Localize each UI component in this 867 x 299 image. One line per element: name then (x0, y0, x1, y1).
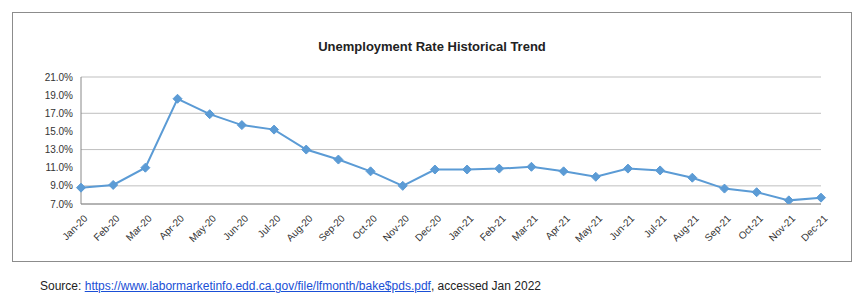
svg-text:19.0%: 19.0% (45, 90, 73, 101)
svg-text:Sep-20: Sep-20 (316, 212, 347, 243)
svg-text:Aug-20: Aug-20 (284, 212, 315, 243)
svg-text:Sep-21: Sep-21 (702, 212, 733, 243)
svg-text:17.0%: 17.0% (45, 108, 73, 119)
svg-text:Nov-21: Nov-21 (767, 212, 798, 243)
svg-text:Nov-20: Nov-20 (381, 212, 412, 243)
svg-text:11.0%: 11.0% (45, 162, 73, 173)
svg-text:Jul-21: Jul-21 (642, 212, 669, 239)
svg-text:Mar-20: Mar-20 (124, 212, 154, 242)
svg-text:Oct-20: Oct-20 (350, 212, 379, 241)
svg-text:Feb-20: Feb-20 (91, 212, 121, 242)
svg-text:Apr-21: Apr-21 (543, 212, 572, 241)
svg-text:Oct-21: Oct-21 (736, 212, 765, 241)
svg-text:21.0%: 21.0% (45, 72, 73, 83)
html-text:Unemployment Rate Historical T: Unemployment Rate Historical Trend (318, 39, 546, 54)
svg-text:Aug-21: Aug-21 (670, 212, 701, 243)
svg-text:Jan-20: Jan-20 (60, 212, 90, 242)
svg-text:Dec-21: Dec-21 (799, 212, 830, 243)
svg-text:Feb-21: Feb-21 (478, 212, 508, 242)
svg-text:May-21: May-21 (573, 212, 605, 244)
svg-text:Jan-21: Jan-21 (446, 212, 476, 242)
svg-text:Jun-20: Jun-20 (221, 212, 251, 242)
svg-text:Apr-20: Apr-20 (157, 212, 186, 241)
html-text:Source: https://www.labormarke: Source: https://www.labormarketinfo.edd.… (40, 279, 541, 293)
svg-text:Mar-21: Mar-21 (510, 212, 540, 242)
svg-text:Jun-21: Jun-21 (607, 212, 637, 242)
svg-text:7.0%: 7.0% (50, 199, 73, 210)
svg-text:15.0%: 15.0% (45, 126, 73, 137)
svg-text:May-20: May-20 (187, 212, 219, 244)
svg-text:9.0%: 9.0% (50, 180, 73, 191)
svg-text:Jul-20: Jul-20 (255, 212, 282, 239)
svg-text:13.0%: 13.0% (45, 144, 73, 155)
svg-text:Dec-20: Dec-20 (413, 212, 444, 243)
